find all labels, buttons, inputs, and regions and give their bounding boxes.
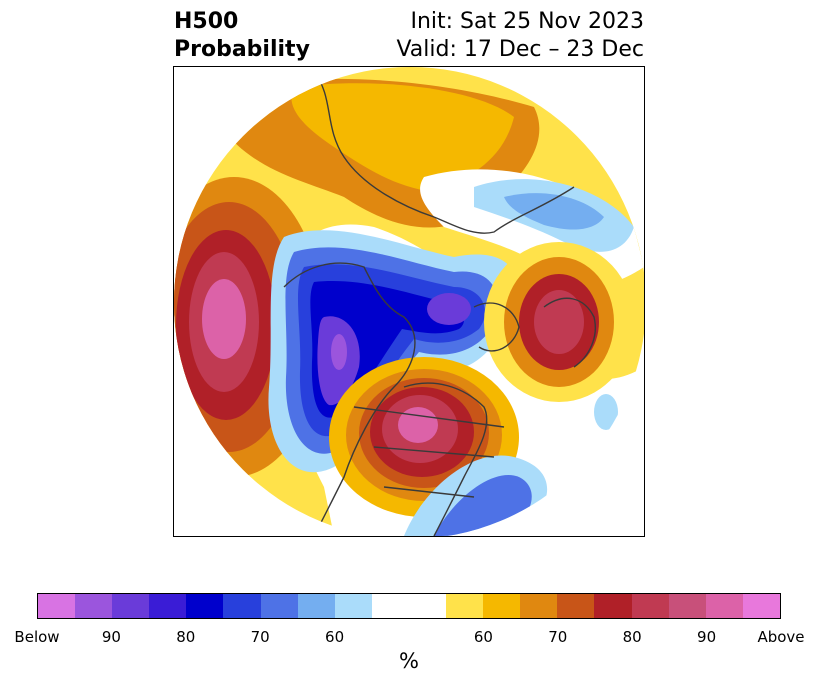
colorbar-segment — [38, 594, 76, 618]
colorbar-segment — [594, 594, 632, 618]
colorbar-segment — [557, 594, 595, 618]
title-left: H500 Probability — [174, 8, 310, 64]
mid-atlantic-below-60 — [594, 394, 618, 430]
colorbar-segment — [446, 594, 484, 618]
colorbar-tick-label: 80 — [176, 628, 196, 646]
colorbar-segment — [742, 594, 780, 618]
colorbar-segment — [483, 594, 521, 618]
colorbar-segment — [334, 594, 372, 618]
colorbar-segment — [520, 594, 558, 618]
probability-map — [174, 67, 644, 536]
colorbar-segment — [408, 594, 447, 618]
colorbar-tick-label: 70 — [250, 628, 270, 646]
colorbar-segment — [149, 594, 187, 618]
arctic-below-70 — [504, 193, 604, 230]
map-panel — [173, 66, 645, 537]
colorbar-segment — [631, 594, 669, 618]
canada-below-90 — [331, 334, 347, 370]
colorbar-tick-label: Above — [757, 628, 805, 646]
colorbar-segment — [112, 594, 150, 618]
arctic-below-85 — [427, 293, 471, 325]
coastlines — [283, 71, 596, 536]
field-title: H500 — [174, 9, 239, 34]
colorbar-tick-label: 90 — [101, 628, 121, 646]
colorbar-segment — [705, 594, 743, 618]
siberia-above-60 — [291, 83, 514, 192]
eastern-us-above-90 — [398, 407, 438, 443]
colorbar-tick-label: 60 — [325, 628, 345, 646]
field-subtitle: Probability — [174, 37, 310, 62]
pacific-above-90 — [202, 279, 246, 359]
colorbar-tick-label: 80 — [622, 628, 642, 646]
colorbar-segment — [260, 594, 298, 618]
colorbar-tick-label: 90 — [697, 628, 717, 646]
colorbar-segment — [297, 594, 335, 618]
colorbar-unit-label: % — [399, 649, 419, 673]
colorbar-tick-label: Below — [14, 628, 60, 646]
colorbar — [37, 593, 781, 619]
colorbar-tick-label: 60 — [473, 628, 493, 646]
colorbar-segment — [75, 594, 113, 618]
init-date-label: Init: Sat 25 Nov 2023 — [410, 9, 644, 34]
colorbar-segment — [186, 594, 224, 618]
title-right: Init: Sat 25 Nov 2023 Valid: 17 Dec – 23… — [396, 8, 644, 64]
colorbar-segment — [371, 594, 409, 618]
valid-period-label: Valid: 17 Dec – 23 Dec — [396, 37, 644, 62]
map-disc — [174, 67, 644, 536]
colorbar-segment — [668, 594, 706, 618]
colorbar-segment — [223, 594, 261, 618]
colorbar-tick-label: 70 — [548, 628, 568, 646]
